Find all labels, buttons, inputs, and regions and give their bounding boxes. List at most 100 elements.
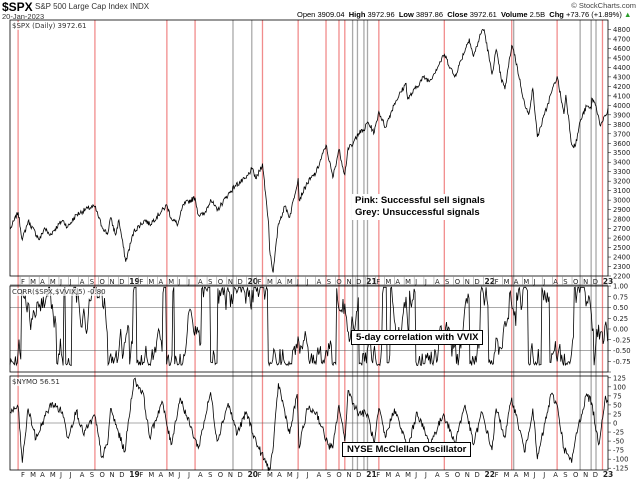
x-tick-label-bottom: J [532, 471, 535, 479]
x-tick-label-top: N [465, 278, 470, 286]
x-tick-label-bottom: F [21, 471, 25, 479]
x-tick-label-bottom: N [465, 471, 470, 479]
x-tick-label-top: S [563, 278, 567, 286]
corr-series-line [9, 285, 608, 367]
price-ytick-label: 4100 [613, 92, 630, 100]
nymo-ytick-label: -125 [613, 465, 628, 473]
chart-symbol: $SPX [2, 0, 33, 14]
corr-ytick-label: -0.25 [613, 336, 631, 344]
corr-ytick-label: 0.50 [613, 304, 628, 312]
x-tick-label-top: M [385, 278, 391, 286]
x-tick-label-bottom: 23 [603, 470, 613, 479]
price-ytick-label: 3200 [613, 178, 630, 186]
open-value: 3909.04 [317, 10, 345, 19]
price-ytick-label: 2600 [613, 235, 630, 243]
x-tick-label-bottom: F [139, 471, 143, 479]
x-tick-label-bottom: F [376, 471, 380, 479]
x-tick-label-bottom: J [296, 471, 299, 479]
nymo-ytick-label: 0 [613, 420, 617, 428]
x-tick-label-top: J [542, 278, 545, 286]
x-tick-label-top: A [158, 278, 163, 286]
x-tick-label-top: S [90, 278, 94, 286]
x-tick-label-bottom: M [267, 471, 273, 479]
high-value: 3972.96 [367, 10, 395, 19]
price-ytick-label: 2300 [613, 263, 630, 271]
x-tick-label-top: J [69, 278, 72, 286]
signal-legend-note: Pink: Successful sell signals Grey: Unsu… [352, 194, 488, 220]
x-tick-label-top: 19 [129, 277, 139, 286]
x-tick-label-top: N [110, 278, 115, 286]
price-ytick-label: 2500 [613, 244, 630, 252]
x-tick-label-top: 23 [603, 277, 613, 286]
x-tick-label-top: M [523, 278, 529, 286]
x-tick-label-bottom: J [424, 471, 427, 479]
x-tick-label-bottom: S [327, 471, 331, 479]
corr-panel-legend: CORR($SPX,$VVIX,5) -0.80 [12, 288, 106, 296]
x-tick-label-top: O [99, 278, 104, 286]
x-tick-label-bottom: M [523, 471, 529, 479]
nymo-ytick-label: -50 [613, 438, 624, 446]
nymo-annotation: NYSE McClellan Oscillator [342, 442, 472, 457]
x-tick-label-top: M [168, 278, 174, 286]
x-tick-label-bottom: A [198, 471, 203, 479]
x-tick-label-bottom: D [474, 471, 479, 479]
x-tick-label-bottom: N [110, 471, 115, 479]
chart-symbol-name: S&P 500 Large Cap Index INDX [35, 2, 150, 11]
price-panel-legend: $SPX (Daily) 3972.61 [12, 22, 87, 30]
x-tick-label-bottom: D [119, 471, 124, 479]
x-tick-label-top: J [424, 278, 427, 286]
x-tick-label-bottom: J [542, 471, 545, 479]
x-tick-label-bottom: A [80, 471, 85, 479]
ohlc-readout: Open 3909.04 High 3972.96 Low 3897.86 Cl… [297, 10, 631, 19]
x-tick-label-bottom: 20 [248, 470, 258, 479]
close-value: 3972.61 [469, 10, 497, 19]
x-tick-label-top: M [30, 278, 36, 286]
price-ytick-label: 2900 [613, 206, 630, 214]
corr-ytick-label: 1.00 [613, 283, 628, 291]
nymo-ytick-label: 75 [613, 392, 622, 400]
x-tick-label-top: M [50, 278, 56, 286]
x-tick-label-top: J [532, 278, 535, 286]
x-tick-label-top: D [474, 278, 479, 286]
x-tick-label-top: O [336, 278, 341, 286]
corr-annotation: 5-day correlation with VVIX [351, 330, 484, 345]
price-ytick-label: 4000 [613, 102, 630, 110]
corr-ytick-label: -0.50 [613, 347, 631, 355]
price-ytick-label: 3900 [613, 111, 630, 119]
x-tick-label-bottom: S [90, 471, 94, 479]
x-tick-label-bottom: N [346, 471, 351, 479]
x-tick-label-bottom: F [495, 471, 499, 479]
corr-ytick-label: -0.75 [613, 358, 631, 366]
x-tick-label-bottom: M [148, 471, 154, 479]
x-tick-label-top: 22 [485, 277, 495, 286]
volume-label: Volume [501, 10, 528, 19]
price-ytick-label: 3400 [613, 159, 630, 167]
x-tick-label-bottom: N [228, 471, 233, 479]
price-ytick-label: 3600 [613, 140, 630, 148]
price-ytick-label: 2800 [613, 216, 630, 224]
x-tick-label-bottom: M [168, 471, 174, 479]
x-tick-label-bottom: M [30, 471, 36, 479]
x-tick-label-top: J [414, 278, 417, 286]
high-label: High [348, 10, 366, 19]
x-tick-label-top: M [287, 278, 293, 286]
x-tick-label-bottom: M [287, 471, 293, 479]
x-tick-label-bottom: A [277, 471, 282, 479]
x-tick-label-top: M [267, 278, 273, 286]
x-tick-label-bottom: S [208, 471, 212, 479]
panel-frames [9, 19, 609, 471]
x-axis-ticks: FFMMAAMMJJJJAASSOONNDD1919FFMMAAMMJJJJAA… [19, 276, 613, 479]
x-tick-label-top: 20 [248, 277, 258, 286]
price-panel-frame [9, 19, 609, 277]
x-tick-label-bottom: A [40, 471, 45, 479]
x-tick-label-top: F [139, 278, 143, 286]
x-tick-label-bottom: J [187, 471, 190, 479]
x-tick-label-bottom: A [435, 471, 440, 479]
price-ytick-label: 3000 [613, 197, 630, 205]
change-value: +73.76 (+1.89%) [565, 10, 622, 19]
x-tick-label-top: J [296, 278, 299, 286]
x-tick-label-bottom: M [504, 471, 510, 479]
x-tick-label-bottom: J [177, 471, 180, 479]
x-tick-label-top: J [177, 278, 180, 286]
